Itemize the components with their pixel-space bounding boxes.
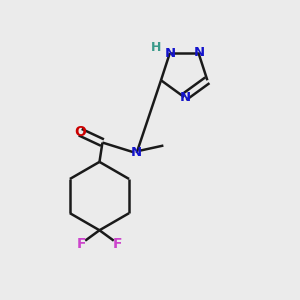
Text: F: F: [112, 237, 122, 250]
Text: N: N: [180, 91, 191, 104]
Text: O: O: [74, 125, 86, 139]
Text: N: N: [131, 146, 142, 160]
Text: N: N: [194, 46, 205, 59]
Text: F: F: [77, 237, 86, 250]
Text: H: H: [151, 41, 162, 54]
Text: N: N: [164, 46, 175, 59]
